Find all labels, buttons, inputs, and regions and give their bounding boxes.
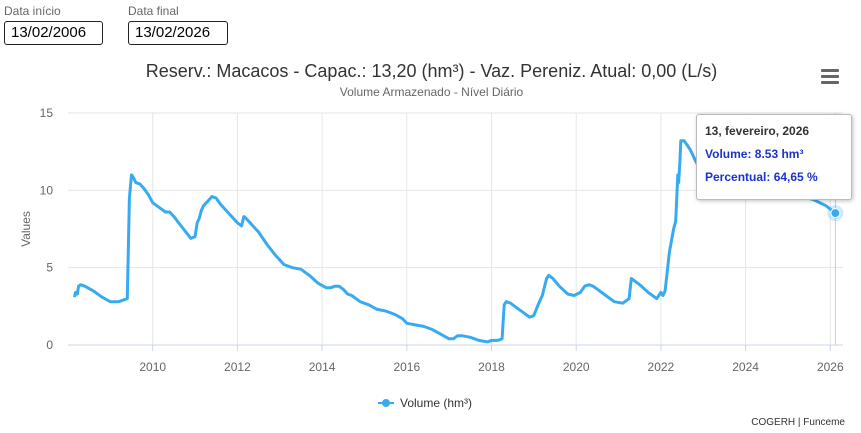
y-tick-label: 10 [40, 183, 54, 197]
start-date-input[interactable]: 13/02/2006 [4, 21, 103, 45]
hamburger-menu-icon[interactable] [818, 66, 842, 88]
hover-point [830, 208, 841, 219]
x-tick-label: 2020 [563, 360, 590, 374]
x-tick-label: 2018 [478, 360, 505, 374]
x-tick-label: 2026 [817, 360, 844, 374]
y-axis-title: Values [19, 211, 33, 247]
legend-label: Volume (hm³) [400, 396, 472, 410]
tooltip-percent: Percentual: 64,65 % [705, 170, 818, 184]
x-tick-label: 2024 [732, 360, 759, 374]
tooltip-date: 13, fevereiro, 2026 [705, 124, 810, 138]
chart-subtitle: Volume Armazenado - Nível Diário [340, 85, 524, 99]
chart-title: Reserv.: Macacos - Capac.: 13,20 (hm³) -… [146, 61, 718, 81]
tooltip-volume: Volume: 8.53 hm³ [705, 147, 804, 161]
y-tick-label: 5 [46, 261, 53, 275]
start-date-label: Data início [4, 4, 61, 18]
x-tick-label: 2014 [309, 360, 336, 374]
data-tooltip: 13, fevereiro, 2026 Volume: 8.53 hm³ Per… [696, 114, 852, 200]
x-tick-label: 2012 [224, 360, 251, 374]
chart-legend[interactable]: Volume (hm³) [378, 396, 472, 410]
y-tick-label: 15 [40, 106, 54, 120]
x-tick-label: 2016 [393, 360, 420, 374]
end-date-group: Data final 13/02/2026 [128, 4, 228, 45]
end-date-input[interactable]: 13/02/2026 [128, 21, 228, 45]
y-tick-label: 0 [46, 338, 53, 352]
series-line-volume [72, 139, 837, 344]
end-date-label: Data final [128, 4, 179, 18]
x-tick-label: 2022 [648, 360, 675, 374]
credit-text: COGERH | Funceme [751, 417, 845, 428]
legend-marker-dot [382, 399, 390, 407]
start-date-group: Data início 13/02/2006 [4, 4, 103, 45]
x-tick-label: 2010 [139, 360, 166, 374]
